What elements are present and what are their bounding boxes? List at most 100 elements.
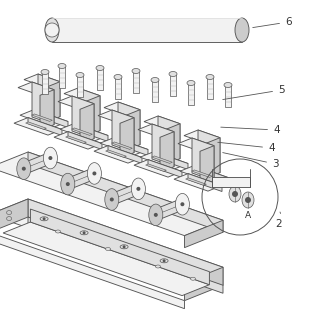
Circle shape [180,202,184,206]
Circle shape [42,217,46,220]
Ellipse shape [224,82,232,87]
Text: 5: 5 [223,85,284,100]
Circle shape [136,187,140,191]
Ellipse shape [206,75,214,80]
Polygon shape [152,124,174,167]
Polygon shape [112,183,138,206]
Polygon shape [72,96,94,139]
Ellipse shape [120,245,128,249]
Ellipse shape [149,204,163,226]
Polygon shape [184,130,220,143]
Polygon shape [68,132,102,149]
Polygon shape [126,110,140,150]
Polygon shape [145,164,167,171]
Ellipse shape [40,217,48,221]
Polygon shape [144,116,180,129]
Ellipse shape [229,186,241,202]
Polygon shape [138,124,174,137]
Ellipse shape [45,163,51,167]
Ellipse shape [43,147,57,169]
Polygon shape [160,132,174,172]
Polygon shape [140,152,188,169]
Circle shape [22,167,26,171]
Polygon shape [3,222,209,295]
Polygon shape [184,220,223,248]
Polygon shape [46,82,60,122]
Polygon shape [64,88,100,101]
Circle shape [45,23,59,37]
Ellipse shape [175,193,190,215]
Polygon shape [30,209,209,285]
Polygon shape [28,118,62,135]
Polygon shape [28,199,223,285]
Polygon shape [80,104,94,144]
Ellipse shape [58,64,66,69]
Polygon shape [198,130,220,173]
Ellipse shape [6,217,12,221]
Circle shape [83,231,86,234]
Polygon shape [86,96,100,136]
Polygon shape [148,160,182,178]
Ellipse shape [132,178,145,200]
Polygon shape [156,198,182,221]
Polygon shape [68,168,94,190]
Ellipse shape [45,18,59,42]
Polygon shape [154,152,188,169]
Polygon shape [206,138,220,178]
Polygon shape [106,150,126,157]
Circle shape [66,182,70,186]
Ellipse shape [55,230,61,233]
Polygon shape [200,146,214,186]
Polygon shape [104,102,140,115]
Polygon shape [207,77,213,99]
Ellipse shape [76,72,84,77]
Polygon shape [0,199,28,232]
Polygon shape [0,152,223,236]
Polygon shape [188,173,222,192]
Polygon shape [60,124,108,141]
Polygon shape [32,82,54,125]
Polygon shape [120,118,134,158]
Polygon shape [65,136,87,143]
Polygon shape [42,72,48,94]
Polygon shape [54,132,102,149]
Text: A: A [245,211,251,220]
Polygon shape [111,142,133,149]
Polygon shape [108,146,142,163]
Text: 3: 3 [223,153,279,169]
Ellipse shape [169,71,177,76]
Ellipse shape [61,173,75,195]
Text: 2: 2 [275,212,282,229]
Polygon shape [134,160,182,177]
Ellipse shape [96,66,104,71]
Polygon shape [74,124,108,142]
Polygon shape [152,80,158,102]
Polygon shape [52,18,242,42]
Polygon shape [34,110,68,128]
Polygon shape [28,152,223,232]
Polygon shape [58,96,94,109]
Text: 4: 4 [221,125,280,135]
Circle shape [232,191,238,197]
Polygon shape [38,74,60,117]
Polygon shape [178,138,214,151]
Polygon shape [24,152,51,175]
Polygon shape [192,138,214,181]
Ellipse shape [156,265,160,268]
Polygon shape [78,88,100,131]
Polygon shape [24,74,60,87]
Polygon shape [212,177,250,187]
Polygon shape [180,166,228,183]
Circle shape [163,259,166,262]
Ellipse shape [17,158,31,179]
Circle shape [154,213,158,217]
Polygon shape [77,75,83,97]
Circle shape [92,171,97,175]
Text: 6: 6 [253,17,292,27]
Polygon shape [97,68,103,90]
Circle shape [245,197,251,203]
Ellipse shape [235,18,249,42]
Polygon shape [158,116,180,159]
Ellipse shape [160,259,168,263]
Ellipse shape [114,75,122,80]
